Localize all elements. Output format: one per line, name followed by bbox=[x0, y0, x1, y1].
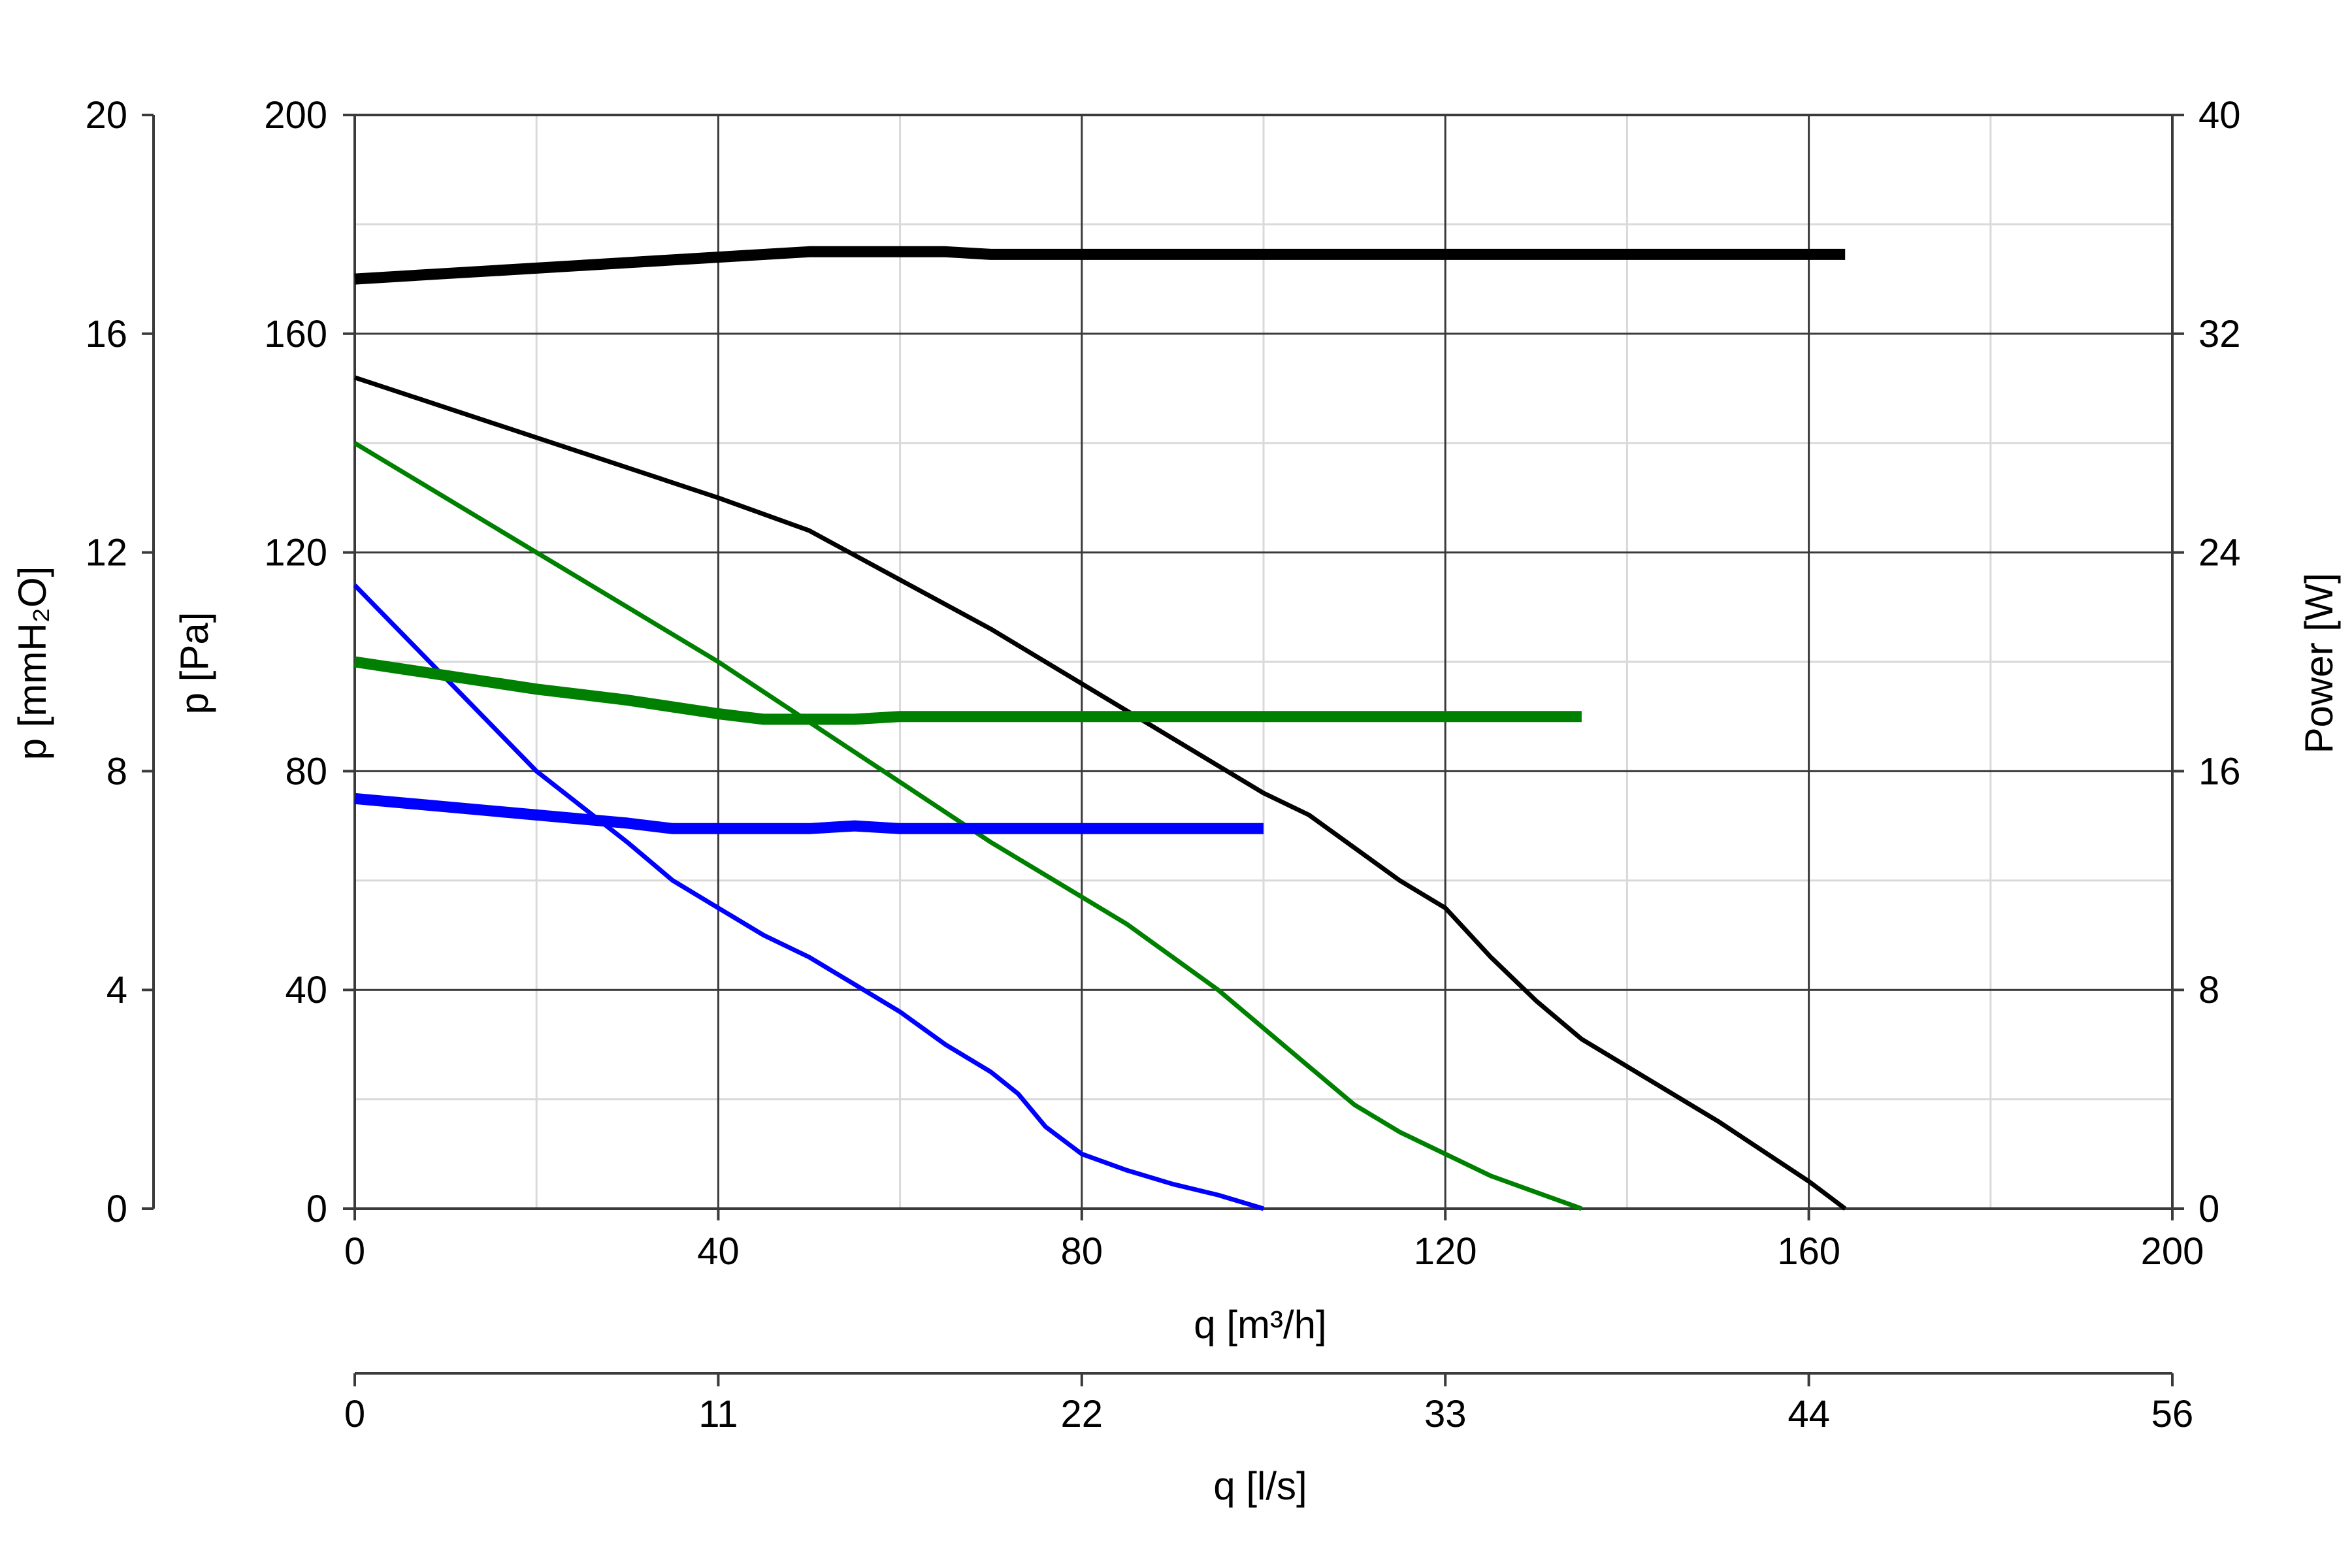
x2-tick-label: 56 bbox=[2151, 1393, 2194, 1435]
y-mm-tick-label: 8 bbox=[106, 750, 127, 792]
x2-tick-label: 0 bbox=[344, 1393, 365, 1435]
x-axis-title: q [m³/h] bbox=[1194, 1303, 1326, 1347]
y-tick-label: 80 bbox=[285, 750, 327, 792]
pressure-curve-2 bbox=[353, 375, 1847, 1211]
x2-tick-label: 33 bbox=[1424, 1393, 1467, 1435]
y-tick-label: 120 bbox=[264, 532, 327, 574]
y-axis-title: p [Pa] bbox=[172, 612, 216, 715]
y-mm-axis-title: p [mmH₂O] bbox=[10, 566, 54, 760]
x2-tick-label: 22 bbox=[1061, 1393, 1103, 1435]
y-mm-tick-label: 12 bbox=[85, 532, 127, 574]
x-tick-label: 120 bbox=[1414, 1230, 1477, 1273]
y-tick-label: 0 bbox=[306, 1188, 327, 1230]
y-mm-tick-label: 0 bbox=[106, 1188, 127, 1230]
y-right-axis-title: Power [W] bbox=[2297, 573, 2341, 754]
x-tick-label: 0 bbox=[344, 1230, 365, 1273]
pressure-curve-0 bbox=[353, 583, 1265, 1211]
y-right-tick-label: 8 bbox=[2198, 969, 2219, 1011]
power-curve-5 bbox=[354, 246, 1846, 285]
x-tick-label: 40 bbox=[697, 1230, 740, 1273]
pressure-curve-1 bbox=[353, 441, 1583, 1211]
x-tick-label: 80 bbox=[1061, 1230, 1103, 1273]
y-right-tick-label: 16 bbox=[2198, 750, 2241, 792]
x-tick-label: 160 bbox=[1777, 1230, 1840, 1273]
y-mm-tick-label: 20 bbox=[85, 94, 127, 137]
x2-tick-label: 11 bbox=[698, 1393, 738, 1435]
y-right-tick-label: 24 bbox=[2198, 532, 2241, 574]
power-curve-3 bbox=[354, 792, 1264, 834]
y-mm-tick-label: 16 bbox=[85, 313, 127, 355]
x2-axis-title: q [l/s] bbox=[1213, 1464, 1307, 1508]
power-curve-4 bbox=[353, 656, 1582, 725]
y-mm-tick-label: 4 bbox=[106, 969, 127, 1011]
y-right-tick-label: 40 bbox=[2198, 94, 2241, 137]
y-tick-label: 40 bbox=[285, 969, 327, 1011]
series-layer bbox=[353, 246, 1847, 1211]
x-tick-label: 200 bbox=[2141, 1230, 2204, 1273]
y-right-tick-label: 32 bbox=[2198, 313, 2241, 355]
minor-grid bbox=[355, 115, 2172, 1209]
y-tick-label: 160 bbox=[264, 313, 327, 355]
y-tick-label: 200 bbox=[264, 94, 327, 137]
y-right-tick-label: 0 bbox=[2198, 1188, 2219, 1230]
x2-tick-label: 44 bbox=[1788, 1393, 1830, 1435]
